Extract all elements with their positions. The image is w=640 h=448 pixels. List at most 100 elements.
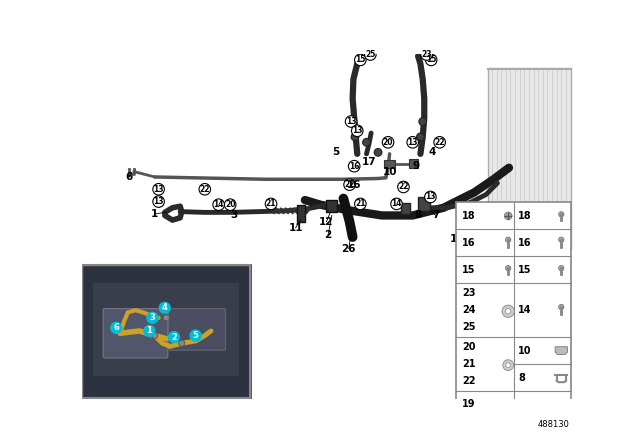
Circle shape [355, 198, 366, 210]
Bar [418, 197, 431, 211]
Text: 15: 15 [355, 56, 365, 65]
Circle shape [351, 125, 363, 137]
Circle shape [225, 199, 236, 211]
Circle shape [199, 184, 211, 195]
Circle shape [559, 237, 564, 242]
Text: 6: 6 [113, 323, 119, 332]
Circle shape [559, 304, 564, 310]
Text: 21: 21 [266, 199, 276, 208]
Text: 25: 25 [365, 50, 376, 59]
Circle shape [420, 49, 433, 60]
Text: 23: 23 [421, 50, 432, 59]
Circle shape [559, 266, 564, 271]
Text: 9: 9 [413, 161, 420, 171]
Text: 488130: 488130 [537, 420, 569, 429]
Circle shape [506, 363, 511, 367]
Circle shape [506, 237, 511, 242]
Circle shape [504, 400, 513, 409]
Text: 23: 23 [462, 288, 476, 298]
Circle shape [179, 340, 185, 346]
Circle shape [391, 198, 403, 210]
Text: 4: 4 [428, 147, 436, 157]
Text: 25: 25 [462, 323, 476, 332]
Text: 19: 19 [450, 233, 465, 244]
Text: 4: 4 [162, 303, 168, 312]
Text: 8: 8 [518, 373, 525, 383]
Polygon shape [537, 400, 558, 409]
Text: 16: 16 [518, 238, 532, 248]
Text: 21: 21 [462, 359, 476, 369]
Text: 5: 5 [332, 147, 339, 157]
Text: 22: 22 [462, 376, 476, 386]
Circle shape [397, 181, 409, 193]
Bar [401, 203, 410, 214]
Text: 21: 21 [355, 199, 365, 208]
Circle shape [363, 138, 371, 146]
Text: 14: 14 [213, 200, 224, 209]
Bar [384, 160, 395, 168]
Text: 2: 2 [171, 332, 177, 342]
Text: 15: 15 [518, 265, 532, 275]
Text: 8: 8 [415, 211, 422, 220]
Circle shape [426, 54, 437, 66]
Circle shape [163, 315, 170, 321]
Text: 17: 17 [362, 156, 377, 167]
Circle shape [417, 133, 424, 141]
Circle shape [153, 184, 164, 195]
Circle shape [147, 312, 159, 324]
Text: 13: 13 [408, 138, 418, 147]
Text: 13: 13 [346, 117, 356, 126]
Text: 13: 13 [352, 126, 362, 135]
Text: 19: 19 [462, 400, 476, 409]
Circle shape [503, 360, 513, 370]
Circle shape [143, 325, 156, 337]
Circle shape [355, 54, 366, 66]
Text: 13: 13 [154, 197, 164, 206]
Circle shape [346, 116, 357, 127]
Text: 2: 2 [324, 230, 332, 241]
Text: 18: 18 [462, 211, 476, 221]
Text: 5: 5 [193, 331, 198, 340]
Text: 16: 16 [462, 238, 476, 248]
Text: 25: 25 [491, 230, 501, 239]
Text: 20: 20 [462, 342, 476, 352]
Circle shape [419, 118, 427, 125]
Bar [93, 283, 239, 375]
Text: 6: 6 [125, 172, 133, 182]
Circle shape [490, 229, 502, 241]
Circle shape [365, 49, 376, 60]
Circle shape [382, 137, 394, 148]
Text: 10: 10 [518, 345, 532, 356]
Text: 1: 1 [147, 327, 152, 336]
Circle shape [189, 329, 202, 342]
Bar [409, 159, 418, 168]
Text: 3: 3 [230, 211, 237, 220]
Text: 22: 22 [435, 138, 445, 147]
Bar [326, 200, 337, 212]
Circle shape [407, 137, 419, 148]
Circle shape [506, 266, 511, 271]
Text: 20: 20 [225, 200, 236, 209]
Bar [456, 202, 572, 418]
Text: 22: 22 [344, 180, 355, 189]
Circle shape [504, 212, 512, 220]
Text: 11: 11 [289, 223, 303, 233]
Circle shape [344, 179, 355, 190]
Text: 22: 22 [200, 185, 210, 194]
Text: 14: 14 [518, 305, 532, 315]
Circle shape [424, 191, 436, 203]
Circle shape [559, 211, 564, 217]
Text: 12: 12 [319, 217, 333, 227]
Text: 24: 24 [462, 305, 476, 315]
Text: 1: 1 [151, 209, 158, 219]
Text: 3: 3 [150, 313, 156, 323]
Text: 15: 15 [426, 56, 436, 65]
Circle shape [502, 305, 515, 317]
Circle shape [434, 137, 445, 148]
Text: 13: 13 [425, 193, 436, 202]
Text: 10: 10 [382, 167, 397, 177]
Text: 15: 15 [462, 265, 476, 275]
Circle shape [265, 198, 276, 210]
Circle shape [159, 302, 171, 314]
Bar [488, 68, 572, 249]
